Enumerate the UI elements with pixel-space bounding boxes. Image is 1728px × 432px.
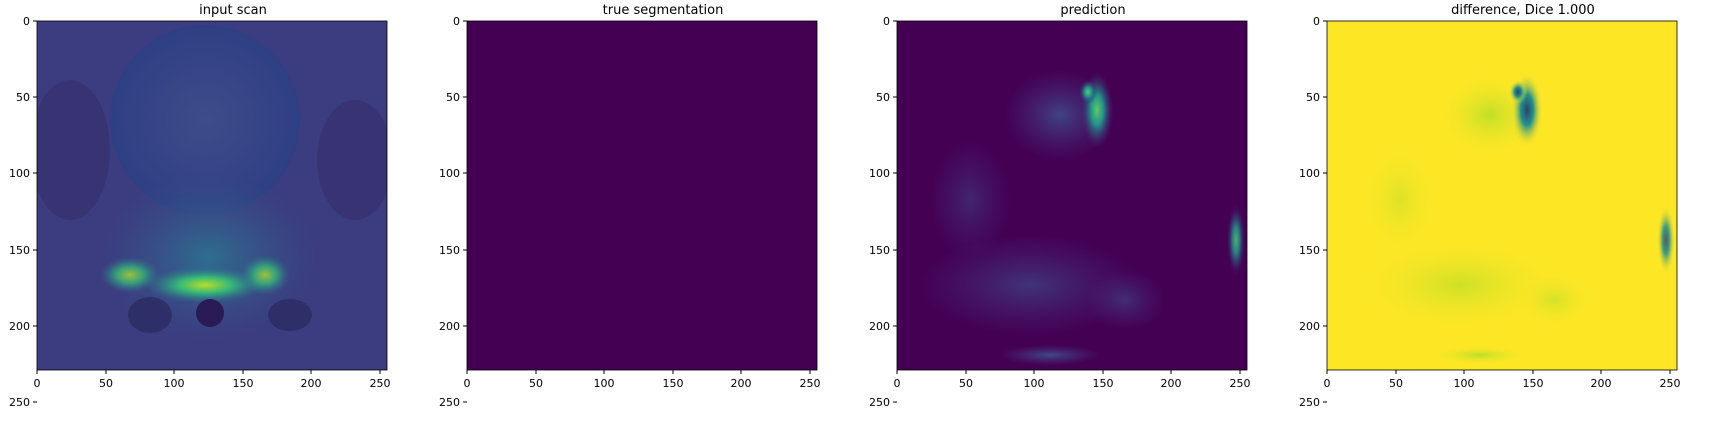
y-tick-label: 250 (1299, 396, 1320, 409)
x-tick-label: 200 (731, 377, 752, 390)
x-tick-label: 150 (663, 377, 684, 390)
panel-input-scan: input scan (0, 0, 430, 432)
x-tick-label: 150 (1093, 377, 1114, 390)
x-tick-label: 50 (1389, 377, 1403, 390)
y-axis (893, 20, 897, 403)
x-tick-label: 50 (99, 377, 113, 390)
y-tick-label: 100 (439, 167, 460, 180)
y-tick-label: 50 (1306, 91, 1320, 104)
x-tick-label: 0 (464, 377, 471, 390)
panel-title: input scan (199, 3, 267, 18)
predicted-mask-image (897, 21, 1247, 370)
x-tick-label: 250 (370, 377, 391, 390)
y-tick-label: 150 (9, 244, 30, 257)
y-tick-label: 250 (439, 396, 460, 409)
panel-prediction: prediction (860, 0, 1290, 432)
x-axis (1326, 370, 1671, 374)
y-tick-label: 200 (439, 320, 460, 333)
y-axis (33, 20, 37, 403)
y-tick-label: 100 (869, 167, 890, 180)
y-tick-label: 250 (869, 396, 890, 409)
panel-true-segmentation: true segmentation 0 50 100 150 200 250 (430, 0, 860, 432)
input-scan-plot: 0 50 100 150 200 250 0 50 100 150 200 25… (9, 15, 391, 409)
x-tick-label: 100 (1454, 377, 1475, 390)
y-tick-label: 150 (439, 244, 460, 257)
x-tick-label: 150 (1523, 377, 1544, 390)
x-tick-label: 100 (1024, 377, 1045, 390)
x-tick-label: 50 (529, 377, 543, 390)
x-tick-label: 100 (594, 377, 615, 390)
y-tick-label: 0 (23, 15, 30, 28)
x-tick-label: 150 (233, 377, 254, 390)
x-tick-label: 100 (164, 377, 185, 390)
y-axis (463, 20, 467, 403)
y-tick-label: 150 (869, 244, 890, 257)
x-axis (466, 370, 811, 374)
x-tick-label: 0 (34, 377, 41, 390)
y-tick-label: 50 (16, 91, 30, 104)
y-tick-label: 200 (9, 320, 30, 333)
y-tick-label: 150 (1299, 244, 1320, 257)
x-tick-label: 200 (1591, 377, 1612, 390)
panel-title: prediction (1060, 3, 1126, 18)
difference-map-image (1327, 21, 1677, 370)
difference-plot: 0 50 100 150 200 250 0 50 100 150 200 25… (1299, 15, 1681, 409)
x-tick-label: 250 (1230, 377, 1251, 390)
prediction-plot: 0 50 100 150 200 250 0 50 100 150 200 25… (869, 15, 1251, 409)
true-segmentation-plot: 0 50 100 150 200 250 0 50 100 150 200 25… (439, 15, 821, 409)
panel-difference: difference, Dice 1.000 (1290, 0, 1720, 432)
x-axis (896, 370, 1241, 374)
y-tick-label: 200 (1299, 320, 1320, 333)
x-axis (36, 370, 381, 374)
empty-mask-image (467, 21, 817, 370)
y-tick-label: 0 (453, 15, 460, 28)
y-tick-label: 50 (876, 91, 890, 104)
x-tick-label: 0 (1324, 377, 1331, 390)
y-tick-label: 250 (9, 396, 30, 409)
y-tick-label: 200 (869, 320, 890, 333)
y-axis (1323, 20, 1327, 403)
mri-pelvis-slice-image (37, 21, 387, 370)
y-tick-label: 50 (446, 91, 460, 104)
y-tick-label: 0 (1313, 15, 1320, 28)
x-tick-label: 50 (959, 377, 973, 390)
y-tick-label: 0 (883, 15, 890, 28)
x-tick-label: 200 (301, 377, 322, 390)
panel-title: difference, Dice 1.000 (1451, 3, 1595, 18)
x-tick-label: 0 (894, 377, 901, 390)
y-tick-label: 100 (9, 167, 30, 180)
panel-title: true segmentation (602, 3, 724, 18)
x-tick-label: 200 (1161, 377, 1182, 390)
y-tick-label: 100 (1299, 167, 1320, 180)
x-tick-label: 250 (800, 377, 821, 390)
x-tick-label: 250 (1660, 377, 1681, 390)
